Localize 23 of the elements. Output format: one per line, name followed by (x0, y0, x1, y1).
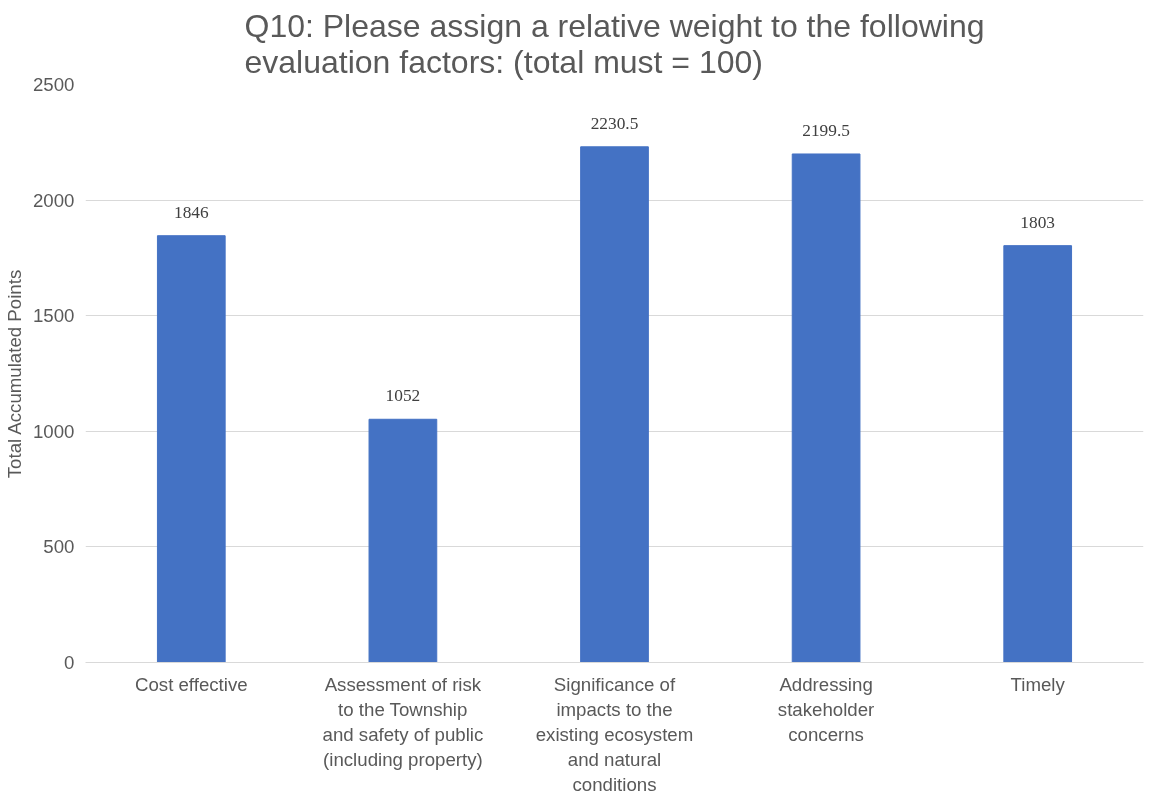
y-tick-label: 0 (64, 652, 75, 673)
x-tick-label: Timely (1010, 673, 1066, 695)
y-tick-label: 2500 (33, 74, 75, 95)
y-tick-label: 1000 (33, 420, 75, 442)
x-tick-label: Assessment of risk to the Township and safety of public (including property) (322, 673, 484, 771)
bar (791, 153, 861, 663)
y-tick-label: 2000 (33, 189, 75, 211)
x-tick-label: Addressing stakeholder concerns (777, 673, 875, 745)
data-label: 1803 (1020, 212, 1056, 232)
x-tick-label: Cost effective (134, 673, 248, 695)
data-label: 2199.5 (802, 120, 850, 140)
bar (1003, 245, 1073, 663)
x-tick-label: Significance of impacts to the existing ecosystem and natural conditions (535, 673, 694, 796)
data-label: 1846 (173, 202, 209, 222)
y-tick-label: 500 (43, 536, 75, 558)
bar (368, 418, 438, 663)
y-axis-title: Total Accumulated Points (4, 269, 25, 479)
data-label: 1052 (385, 386, 421, 406)
chart-title: Q10: Please assign a relative weight to the following evaluation factors: (total must = 100) (244, 7, 985, 80)
bar (580, 146, 649, 663)
data-label: 2230.5 (590, 113, 639, 133)
y-tick-label: 1500 (33, 305, 75, 327)
bar (156, 235, 226, 663)
